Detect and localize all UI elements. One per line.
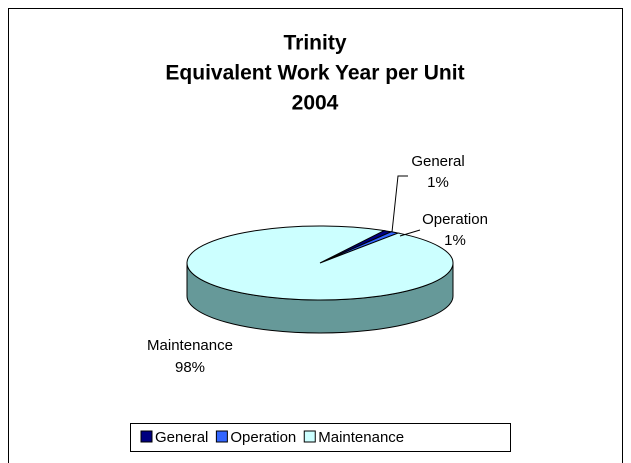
legend-box [130,423,511,452]
data-label-name: General [411,153,464,170]
data-label-value: 98% [175,359,205,376]
legend-label: Operation [230,429,296,446]
legend-label: Maintenance [318,429,404,446]
leader-line [391,175,408,233]
legend-label: General [155,429,208,446]
chart-title: 2004 [292,92,339,115]
data-label-name: Maintenance [147,337,233,354]
pie-slice [186,225,454,301]
data-label-value: 1% [444,232,466,249]
data-label-value: 1% [427,174,449,191]
legend-swatch [140,430,153,443]
leader-line [399,229,421,237]
data-label-name: Operation [422,211,488,228]
chart-title: Trinity [283,32,346,55]
legend: General Operation Maintenance [140,429,404,446]
labels: General 1% Operation 1% Maintenance 98% [147,153,488,376]
chart-title: Equivalent Work Year per Unit [165,62,464,85]
legend-swatch [215,430,228,443]
legend-swatch [303,430,316,443]
pie [186,225,454,334]
